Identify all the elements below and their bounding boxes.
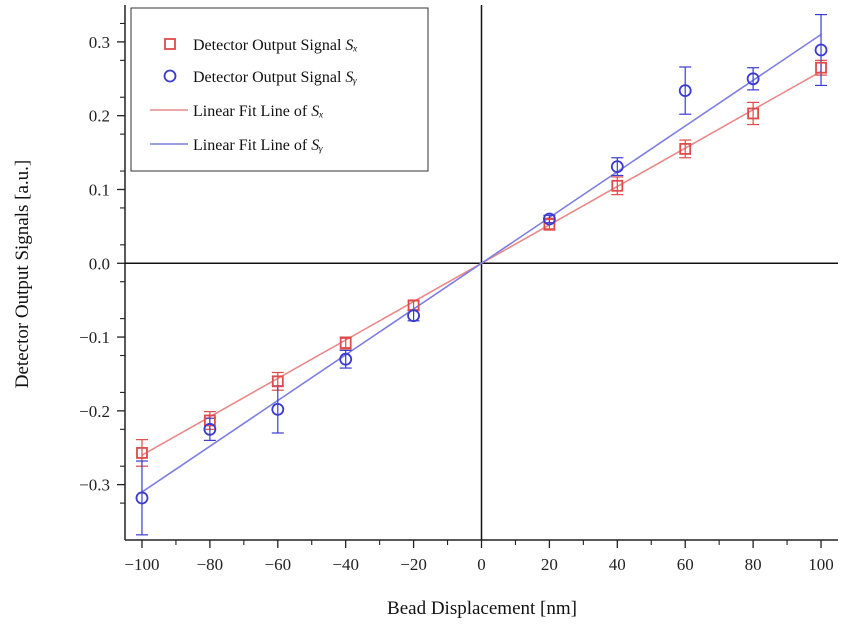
x-tick-label: −40 bbox=[332, 555, 359, 574]
data-point bbox=[747, 107, 760, 120]
data-point bbox=[815, 61, 827, 74]
legend: Detector Output Signal Sₓ Detector Output… bbox=[130, 7, 429, 172]
data-point bbox=[136, 447, 148, 459]
y-tick-label: 0.0 bbox=[89, 254, 110, 273]
x-tick-label: −20 bbox=[400, 555, 427, 574]
data-point bbox=[407, 309, 420, 323]
x-tick-label: −80 bbox=[197, 555, 224, 574]
x-axis-label: Bead Displacement [nm] bbox=[387, 598, 577, 619]
data-point bbox=[543, 218, 556, 231]
data-point bbox=[611, 179, 624, 192]
data-point bbox=[271, 375, 284, 388]
x-tick-label: 60 bbox=[677, 555, 694, 574]
y-tick-label: 0.2 bbox=[89, 107, 110, 126]
y-tick-label: 0.1 bbox=[89, 180, 110, 199]
data-markers bbox=[135, 43, 828, 505]
data-point bbox=[746, 72, 760, 86]
data-point bbox=[339, 337, 352, 349]
fit-lines bbox=[141, 33, 822, 493]
y-tick-label: −0.2 bbox=[79, 402, 110, 421]
data-point bbox=[339, 352, 353, 366]
axis-ticks: −100 −80 −60 −40 −20 0 20 40 60 80 100 −0.3 −0.2 −0.1… bbox=[79, 22, 834, 574]
x-tick-label: −100 bbox=[124, 555, 159, 574]
x-tick-label: 0 bbox=[477, 555, 486, 574]
data-point bbox=[203, 414, 216, 427]
error-bars bbox=[135, 13, 828, 536]
x-tick-label: 100 bbox=[808, 555, 834, 574]
legend-label: Linear Fit Line of Sₓ bbox=[193, 103, 324, 120]
legend-label: Linear Fit Line of Sᵧ bbox=[193, 137, 323, 154]
legend-swatch bbox=[163, 69, 177, 83]
x-tick-label: 80 bbox=[745, 555, 762, 574]
data-point bbox=[543, 212, 556, 226]
data-point bbox=[203, 422, 217, 436]
data-point bbox=[814, 43, 828, 57]
x-tick-label: 20 bbox=[541, 555, 558, 574]
y-axis-label: Detector Output Signals [a.u.] bbox=[12, 160, 33, 388]
legend-label: Detector Output Signal Sᵧ bbox=[193, 69, 357, 86]
data-point bbox=[135, 491, 149, 505]
x-tick-label: 40 bbox=[609, 555, 626, 574]
data-point bbox=[679, 142, 692, 155]
fit-line bbox=[141, 33, 822, 493]
y-tick-label: −0.3 bbox=[79, 476, 110, 495]
y-tick-label: 0.3 bbox=[89, 33, 110, 52]
x-tick-label: −60 bbox=[264, 555, 291, 574]
legend-label: Detector Output Signal Sₓ bbox=[193, 37, 358, 54]
data-point bbox=[610, 160, 624, 174]
legend-swatch bbox=[164, 38, 176, 50]
data-point bbox=[271, 402, 285, 416]
y-tick-label: −0.1 bbox=[79, 328, 110, 347]
data-point bbox=[678, 84, 692, 97]
